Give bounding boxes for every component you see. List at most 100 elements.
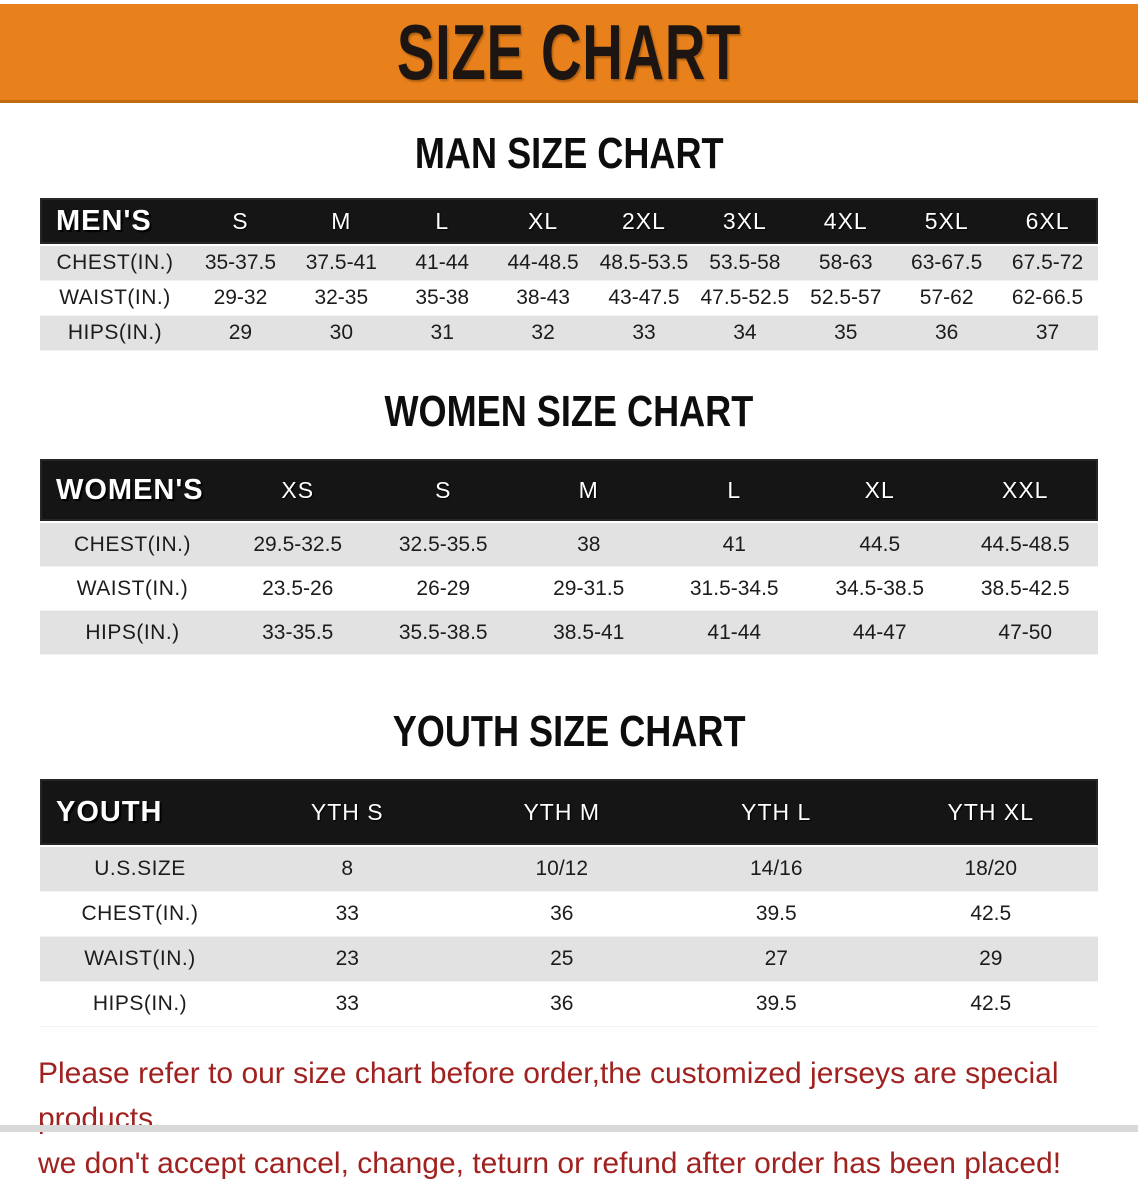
size-cell: 57-62	[919, 286, 974, 309]
size-cell: 38.5-42.5	[980, 576, 1070, 600]
table-header-row: MEN'S S M L XL 2XL 3XL 4XL 5XL 6XL	[40, 198, 1098, 244]
size-cell: 44.5	[859, 532, 901, 556]
men-size-table: MEN'S S M L XL 2XL 3XL 4XL 5XL 6XL CHEST(IN.) 35-37…	[40, 198, 1098, 351]
size-cell: 32	[531, 321, 555, 344]
column-header: XXL	[1002, 476, 1049, 503]
row-label: CHEST(IN.)	[81, 902, 199, 925]
table-row: CHEST(IN.) 33 36 39.5 42.5	[40, 892, 1098, 937]
top-margin-strip	[0, 0, 1138, 4]
size-cell: 32.5-35.5	[398, 532, 488, 556]
row-label: U.S.SIZE	[94, 857, 186, 880]
size-cell: 29	[979, 947, 1003, 970]
table-corner-label: MEN'S	[56, 204, 152, 237]
column-header: 3XL	[722, 207, 767, 234]
size-cell: 62-66.5	[1011, 286, 1084, 309]
column-header: 5XL	[924, 207, 969, 234]
disclaimer-line-1: Please refer to our size chart before or…	[38, 1057, 1059, 1135]
banner: SIZE CHART	[0, 4, 1138, 103]
column-header: S	[232, 207, 249, 234]
table-row: CHEST(IN.) 35-37.5 37.5-41 41-44 44-48.5 48.5…	[40, 246, 1098, 281]
column-header: XL	[528, 207, 559, 234]
table-row: U.S.SIZE 8 10/12 14/16 18/20	[40, 847, 1098, 892]
size-cell: 14/16	[749, 857, 803, 880]
column-header: 4XL	[823, 207, 868, 234]
size-cell: 44.5-48.5	[980, 532, 1070, 556]
column-header: M	[331, 207, 352, 234]
size-cell: 36	[934, 321, 959, 344]
size-cell: 38-43	[516, 286, 570, 309]
row-label: WAIST(IN.)	[59, 286, 171, 309]
row-label: HIPS(IN.)	[92, 992, 188, 1015]
size-cell: 29	[228, 321, 253, 344]
size-cell: 29-31.5	[553, 576, 625, 600]
women-size-table: WOMEN'S XS S M L XL XXL CHEST(IN.) 29.5-32.5 32.5…	[40, 459, 1098, 655]
size-cell: 35-37.5	[204, 251, 277, 274]
row-label: WAIST(IN.)	[84, 947, 196, 970]
size-cell: 44-48.5	[507, 251, 579, 274]
size-cell: 8	[341, 857, 354, 880]
row-label: CHEST(IN.)	[74, 532, 191, 556]
row-label: WAIST(IN.)	[76, 576, 189, 600]
column-header: YTH S	[310, 798, 384, 825]
size-cell: 36	[550, 902, 574, 925]
section-heading-women-text: WOMEN SIZE CHART	[384, 387, 754, 436]
size-cell: 34.5-38.5	[835, 576, 925, 600]
size-cell: 52.5-57	[810, 286, 882, 309]
size-cell: 47.5-52.5	[700, 286, 790, 309]
size-cell: 44-47	[852, 620, 907, 644]
size-cell: 33	[335, 902, 359, 925]
size-cell: 37	[1035, 321, 1060, 344]
table-row: WAIST(IN.) 29-32 32-35 35-38 38-43 43-47.5 47.…	[40, 281, 1098, 316]
size-cell: 18/20	[964, 857, 1018, 880]
size-cell: 34	[733, 321, 757, 344]
size-cell: 41-44	[415, 251, 470, 274]
size-cell: 27	[764, 947, 788, 970]
table-corner-label: YOUTH	[56, 795, 163, 828]
section-heading-women: WOMEN SIZE CHART	[0, 389, 1138, 435]
size-cell: 30	[329, 321, 353, 344]
size-cell: 10/12	[535, 857, 589, 880]
table-row: HIPS(IN.) 33-35.5 35.5-38.5 38.5-41 41-44 44-…	[40, 611, 1098, 655]
size-cell: 63-67.5	[911, 251, 983, 274]
column-header: M	[578, 476, 599, 503]
size-cell: 31.5-34.5	[689, 576, 779, 600]
banner-title: SIZE CHART	[396, 7, 742, 96]
column-header: L	[435, 207, 450, 234]
size-cell: 41-44	[707, 620, 762, 644]
size-cell: 33	[632, 321, 656, 344]
table-row: HIPS(IN.) 29 30 31 32 33 34 35 36 37	[40, 316, 1098, 351]
size-cell: 48.5-53.5	[599, 251, 689, 274]
column-header: YTH L	[741, 798, 812, 825]
size-cell: 37.5-41	[305, 251, 377, 274]
section-heading-men: MAN SIZE CHART	[0, 131, 1138, 177]
table-row: WAIST(IN.) 23 25 27 29	[40, 937, 1098, 982]
size-cell: 35	[834, 321, 858, 344]
row-label: HIPS(IN.)	[67, 321, 163, 344]
size-cell: 43-47.5	[608, 286, 680, 309]
column-header: 6XL	[1025, 207, 1070, 234]
size-cell: 47-50	[998, 620, 1053, 644]
column-header: XS	[281, 476, 315, 503]
youth-size-table: YOUTH YTH S YTH M YTH L YTH XL U.S.SIZE 8 10/12…	[40, 779, 1098, 1027]
section-heading-men-text: MAN SIZE CHART	[414, 129, 724, 178]
row-label: CHEST(IN.)	[56, 251, 174, 274]
column-header: S	[435, 476, 452, 503]
size-cell: 41	[722, 532, 746, 556]
size-cell: 67.5-72	[1011, 251, 1084, 274]
size-cell: 39.5	[755, 902, 797, 925]
size-cell: 33-35.5	[262, 620, 334, 644]
size-cell: 25	[550, 947, 574, 970]
table-row: HIPS(IN.) 33 36 39.5 42.5	[40, 982, 1098, 1027]
size-cell: 38	[577, 532, 601, 556]
size-cell: 26-29	[416, 576, 471, 600]
disclaimer-line-2: we don't accept cancel, change, teturn o…	[38, 1147, 1062, 1180]
column-header: XL	[864, 476, 895, 503]
size-cell: 36	[550, 992, 574, 1015]
size-cell: 23.5-26	[262, 576, 334, 600]
size-cell: 35-38	[415, 286, 470, 309]
section-heading-youth: YOUTH SIZE CHART	[0, 709, 1138, 755]
row-label: HIPS(IN.)	[85, 620, 180, 644]
size-cell: 32-35	[314, 286, 369, 309]
column-header: L	[727, 476, 742, 503]
size-cell: 39.5	[755, 992, 797, 1015]
